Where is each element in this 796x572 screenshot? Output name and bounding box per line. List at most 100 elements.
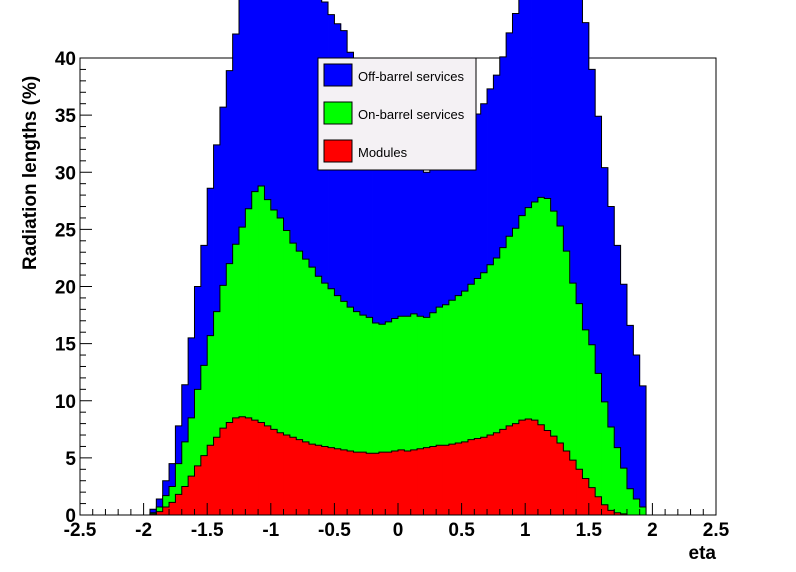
bar (391, 318, 399, 515)
bar (251, 420, 259, 515)
legend-label-modules: Modules (358, 145, 408, 160)
bar (315, 0, 323, 516)
bar (359, 452, 367, 515)
bar (429, 312, 437, 515)
y-tick-label: 15 (55, 335, 77, 356)
bar (455, 443, 462, 515)
bar (213, 437, 221, 515)
bar (550, 211, 558, 515)
bar (639, 385, 647, 515)
bar (607, 206, 615, 515)
bar (417, 316, 424, 515)
bar (207, 335, 214, 515)
y-tick-label: 20 (55, 278, 76, 299)
bar (328, 288, 335, 515)
legend-swatch-modules (323, 139, 353, 163)
bar (156, 507, 164, 515)
bar (181, 486, 189, 515)
bar (588, 69, 596, 516)
bar (245, 208, 253, 515)
bar (404, 451, 412, 515)
bar (315, 445, 323, 515)
x-tick-label: -2 (135, 520, 152, 541)
bar (245, 417, 253, 515)
bar (601, 401, 609, 515)
histogram-bars (149, 0, 647, 516)
bar (423, 447, 431, 515)
bar (334, 295, 342, 515)
bar (493, 257, 501, 515)
y-tick-label: 10 (55, 392, 76, 413)
bar (525, 207, 532, 516)
bar (474, 438, 482, 515)
series-modules (149, 416, 647, 516)
x-tick-label: 2 (647, 520, 658, 541)
bar (614, 245, 621, 515)
y-tick-label: 30 (55, 163, 76, 184)
bar (162, 495, 170, 515)
bar (576, 303, 583, 515)
bar (601, 167, 609, 515)
bar (359, 315, 367, 515)
bar (162, 507, 170, 515)
bar (328, 447, 335, 515)
bar (340, 301, 348, 515)
x-tick-label: 1 (520, 520, 531, 541)
bar (398, 449, 405, 515)
bar (480, 437, 488, 515)
x-tick-label: -2.5 (64, 520, 97, 541)
axes (79, 57, 717, 516)
bar (200, 455, 208, 515)
bar (506, 236, 513, 516)
bar (429, 446, 437, 515)
bar (340, 30, 348, 516)
bar (181, 441, 189, 515)
bar (531, 201, 539, 515)
bar (455, 295, 462, 515)
bar (188, 476, 195, 515)
series-outline (149, 185, 647, 515)
bar (283, 230, 291, 515)
bar (518, 420, 526, 515)
bar (436, 307, 443, 515)
bar (239, 227, 246, 515)
bar (569, 460, 577, 515)
bar (372, 453, 380, 515)
bar (563, 251, 571, 515)
bar (302, 259, 310, 515)
bar (226, 263, 234, 515)
bar (353, 311, 361, 515)
bar (277, 217, 284, 515)
bar (461, 291, 469, 515)
bar (525, 419, 532, 515)
bar (391, 451, 399, 515)
bar (226, 422, 234, 515)
bar (557, 225, 564, 515)
y-axis-title: Radiation lengths (%) (20, 76, 41, 270)
bar (518, 215, 526, 516)
bar (582, 22, 590, 516)
y-tick-label: 40 (55, 49, 76, 70)
x-tick-label: -0.5 (318, 520, 351, 541)
bar (417, 448, 424, 515)
bar (537, 197, 545, 515)
bar (588, 344, 596, 515)
bar (467, 439, 475, 515)
bar (633, 499, 641, 515)
bar (639, 507, 647, 515)
bar (321, 283, 329, 515)
bar (467, 284, 475, 515)
bar (251, 191, 259, 516)
bar (169, 502, 176, 515)
bar (544, 430, 552, 515)
bar (607, 427, 615, 515)
bar (149, 513, 157, 515)
bar (595, 496, 602, 515)
bar (378, 452, 386, 515)
bar (436, 445, 443, 515)
bar (296, 251, 303, 515)
bar (219, 285, 227, 515)
bar (366, 317, 373, 515)
bar (308, 0, 316, 516)
bar (550, 436, 558, 515)
